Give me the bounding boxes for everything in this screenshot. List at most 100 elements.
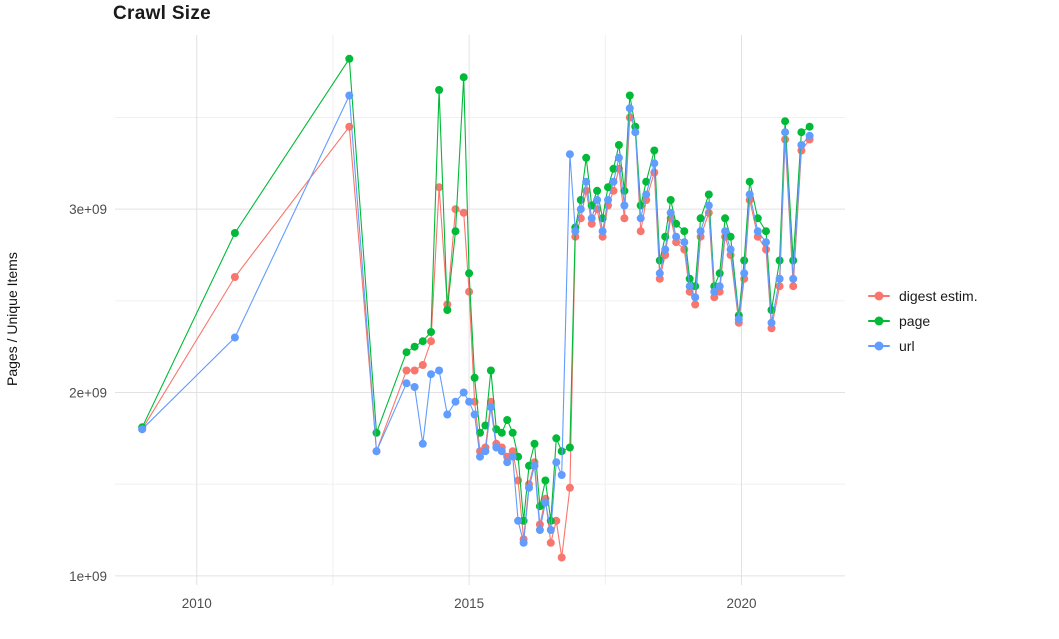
x-tick-label: 2010 (182, 596, 212, 611)
data-point (546, 538, 555, 547)
data-point (576, 205, 585, 214)
y-axis-label: Pages / Unique Items (4, 252, 20, 387)
data-point (402, 379, 411, 388)
data-point (519, 538, 528, 547)
data-point (620, 186, 629, 195)
data-point (525, 483, 533, 492)
data-point (666, 208, 675, 217)
data-point (503, 416, 512, 424)
data-point (587, 219, 596, 228)
data-point (427, 370, 435, 379)
data-point (230, 333, 239, 342)
data-point (582, 177, 591, 186)
data-point (530, 439, 539, 448)
data-point (650, 159, 659, 168)
data-point (775, 274, 784, 283)
data-point (557, 447, 566, 456)
data-point (672, 238, 681, 247)
data-point (557, 471, 566, 479)
data-point (721, 214, 730, 223)
data-point (451, 397, 460, 406)
data-point (345, 91, 354, 100)
data-point (604, 183, 612, 192)
x-tick-label: 2015 (454, 596, 484, 611)
data-point (598, 227, 607, 236)
data-point (372, 447, 381, 456)
data-point (565, 443, 574, 452)
data-point (497, 428, 506, 437)
data-point (345, 54, 354, 63)
data-point (672, 232, 681, 241)
data-point (710, 293, 719, 302)
data-point (443, 410, 452, 419)
data-point (710, 287, 719, 296)
data-point (661, 245, 670, 254)
data-point (459, 208, 468, 217)
data-point (789, 282, 798, 291)
data-point (435, 366, 444, 375)
data-point (609, 177, 618, 186)
legend-dot-url-icon (874, 341, 884, 351)
data-point (587, 214, 596, 223)
data-point (508, 452, 517, 461)
data-point (465, 269, 474, 278)
data-point (470, 410, 479, 419)
data-point (691, 300, 700, 309)
data-point (726, 232, 735, 241)
data-point (486, 366, 495, 375)
data-point (372, 428, 381, 437)
data-point (745, 177, 754, 186)
chart-title: Crawl Size (113, 3, 212, 24)
data-point (620, 201, 629, 210)
data-point (481, 421, 490, 430)
x-tick-label: 2020 (726, 596, 756, 611)
data-point (476, 452, 484, 461)
data-point (557, 553, 566, 562)
data-point (410, 366, 419, 375)
data-point (230, 273, 239, 281)
legend-key-page-icon (868, 314, 890, 328)
legend-item-url: url (868, 338, 978, 354)
data-point (230, 229, 239, 237)
data-point (805, 122, 814, 131)
data-point (753, 227, 762, 236)
data-point (418, 361, 427, 369)
data-point (565, 150, 574, 159)
legend-item-page: page (868, 313, 978, 329)
data-point (481, 447, 490, 456)
data-point (470, 373, 479, 382)
data-point (435, 86, 444, 94)
data-point (486, 403, 495, 412)
data-point (767, 318, 776, 327)
data-point (476, 428, 484, 437)
data-point (443, 306, 452, 314)
data-point (571, 227, 580, 236)
data-point (451, 205, 460, 214)
data-point (451, 227, 460, 236)
data-point (598, 232, 607, 241)
data-point (582, 153, 591, 162)
data-point (636, 227, 645, 236)
series-line (141, 115, 811, 558)
data-point (541, 498, 550, 507)
data-point (789, 274, 798, 283)
data-point (685, 282, 694, 291)
data-point (696, 214, 705, 223)
data-point (650, 146, 659, 155)
legend-label-url: url (899, 338, 915, 354)
data-point (593, 196, 602, 204)
data-point (525, 461, 533, 470)
data-point (762, 227, 770, 236)
data-point (691, 293, 700, 302)
data-point (781, 128, 790, 137)
data-point (546, 526, 555, 534)
data-point (593, 186, 602, 195)
data-point (604, 201, 612, 210)
data-point (541, 476, 550, 485)
data-point (680, 238, 689, 247)
data-point (604, 196, 612, 204)
data-point (655, 269, 664, 278)
data-point (666, 196, 675, 204)
data-point (655, 274, 664, 283)
data-point (565, 483, 574, 492)
